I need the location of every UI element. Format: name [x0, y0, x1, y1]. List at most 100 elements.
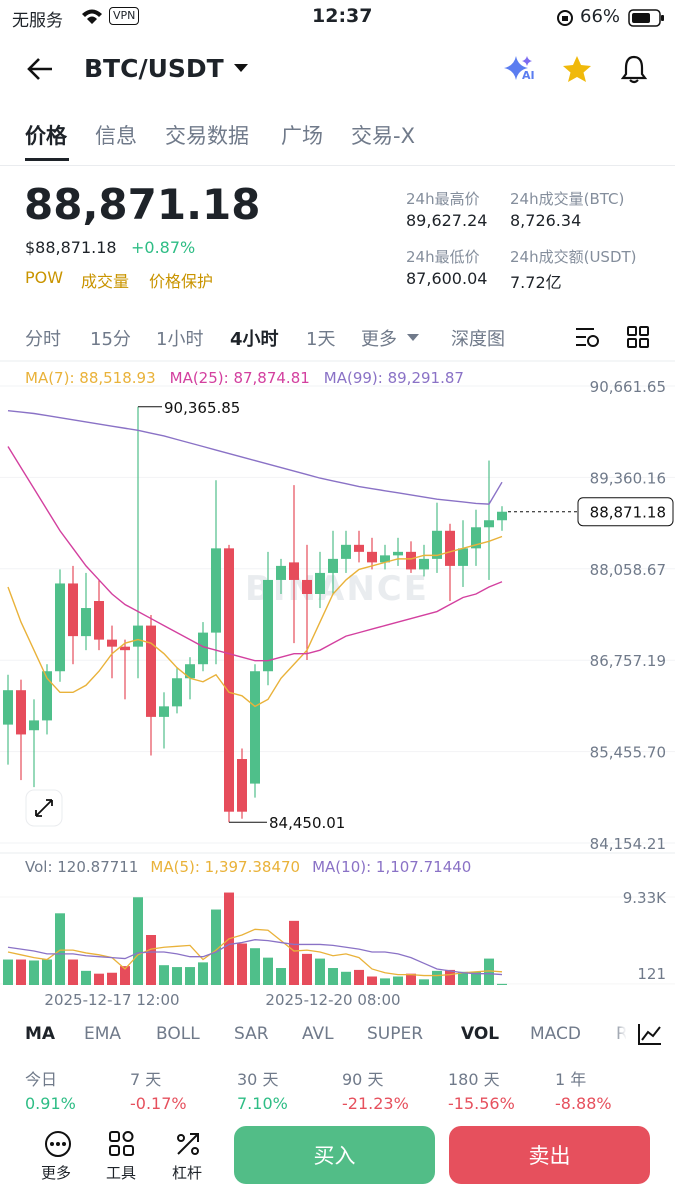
tag[interactable]: 成交量	[81, 272, 130, 291]
volume-bar	[484, 958, 494, 985]
stat-value: 87,600.04	[406, 269, 488, 288]
favorite-button[interactable]	[562, 55, 592, 83]
candle-body	[172, 678, 182, 707]
candle-body	[94, 601, 104, 640]
indicator[interactable]: AVL	[302, 1024, 334, 1044]
candle-body	[380, 555, 390, 563]
interval[interactable]: 15分	[90, 329, 131, 350]
volume-bar	[432, 970, 442, 985]
leverage-label[interactable]: 杠杆	[172, 1164, 203, 1182]
tag[interactable]: 价格保护	[149, 272, 214, 291]
indicator[interactable]: MA	[25, 1024, 56, 1044]
carrier: 无服务	[12, 11, 63, 31]
indicator[interactable]: VOL	[461, 1024, 500, 1044]
candle-body	[133, 625, 143, 647]
volume-bar	[393, 976, 403, 985]
period-label: 180 天	[448, 1070, 500, 1089]
battery-icon	[628, 9, 664, 27]
interval[interactable]: 1小时	[156, 329, 204, 350]
alert-button[interactable]	[620, 54, 648, 84]
volume-bar	[159, 965, 169, 985]
tab[interactable]: 广场	[281, 124, 323, 148]
volume-bar	[302, 953, 312, 985]
settings-icon[interactable]	[574, 325, 602, 351]
stat-value: 7.72亿	[510, 273, 562, 292]
tools-label[interactable]: 工具	[106, 1164, 137, 1182]
tools-icon[interactable]	[108, 1130, 136, 1158]
y-tick-label: 90,661.65	[590, 378, 666, 396]
indicator[interactable]: SUPER	[367, 1024, 424, 1044]
leverage-icon[interactable]	[174, 1130, 202, 1158]
stat-label: 24h最低价	[406, 248, 480, 266]
interval[interactable]: 1天	[306, 329, 336, 350]
volume-bar	[250, 948, 260, 985]
period-change: -8.88%	[555, 1094, 612, 1113]
kline-chart: BINANCE MA(7): 88,518.93 MA(25): 87,874.8…	[0, 360, 675, 1009]
more-icon[interactable]	[44, 1130, 72, 1158]
candle-body	[185, 664, 195, 679]
ma-legend: MA(7): 88,518.93 MA(25): 87,874.81 MA(99):…	[25, 369, 464, 387]
expand-icon	[35, 799, 53, 817]
volume-bar	[120, 966, 130, 985]
interval[interactable]: 深度图	[451, 329, 505, 350]
wifi-icon	[82, 9, 102, 24]
volume-tick-label: 9.33K	[623, 889, 667, 907]
more-label[interactable]: 更多	[41, 1164, 72, 1182]
candle-body	[471, 527, 481, 549]
indicator[interactable]: BOLL	[156, 1024, 200, 1044]
pair-title[interactable]: BTC/USDT	[84, 54, 224, 83]
period-label: 90 天	[342, 1070, 384, 1089]
ai-button[interactable]	[502, 54, 538, 86]
interval[interactable]: 更多	[361, 329, 397, 350]
period-change: 7.10%	[237, 1094, 288, 1113]
high-label: 90,365.85	[164, 399, 240, 417]
y-tick-label: 86,757.19	[590, 652, 666, 670]
volume-bar	[81, 970, 91, 985]
tag[interactable]: POW	[25, 268, 64, 287]
legend-entry: MA(25): 87,874.81	[170, 369, 310, 387]
lock-icon	[557, 10, 573, 26]
battery-level: 66%	[580, 6, 621, 27]
tab[interactable]: 交易-X	[351, 124, 415, 148]
interval[interactable]: 4小时	[230, 329, 279, 350]
candle-body	[328, 558, 338, 573]
indicator[interactable]: EMA	[84, 1024, 122, 1044]
volume-bar	[471, 971, 481, 985]
indicator[interactable]: R	[616, 1024, 626, 1044]
period-change: -21.23%	[342, 1094, 409, 1113]
indicator-icon[interactable]	[637, 1022, 663, 1046]
period-label: 今日	[25, 1070, 58, 1089]
volume-bar	[328, 968, 338, 985]
y-tick-label: 85,455.70	[590, 744, 666, 762]
volume-bar	[172, 967, 182, 985]
layout-icon[interactable]	[626, 325, 650, 349]
volume-ma-line	[7, 939, 503, 976]
ma-line	[7, 446, 503, 662]
buy-button[interactable]: 买入	[234, 1126, 435, 1184]
interval[interactable]: 分时	[25, 329, 61, 350]
tab-indicator	[25, 158, 69, 161]
volume-bar	[185, 967, 195, 985]
back-button[interactable]	[26, 56, 54, 82]
y-tick-label: 88,058.67	[590, 561, 666, 579]
low-label: 84,450.01	[269, 814, 345, 832]
y-tick-label: 84,154.21	[590, 835, 666, 853]
volume-legend: MA(5): 1,397.38470	[150, 858, 300, 876]
indicator[interactable]: MACD	[530, 1024, 581, 1044]
candle-body	[497, 511, 507, 521]
y-tick-label: 89,360.16	[590, 469, 666, 487]
usd-price: $88,871.18	[25, 238, 117, 257]
candle-body	[68, 583, 78, 637]
stat-label: 24h最高价	[406, 190, 480, 208]
indicator[interactable]: SAR	[234, 1024, 269, 1044]
volume-bar	[341, 971, 351, 985]
ai-label: AI	[522, 69, 535, 82]
tab[interactable]: 价格	[25, 124, 67, 148]
pair-caret[interactable]	[232, 62, 250, 74]
sell-button[interactable]: 卖出	[449, 1126, 650, 1184]
tab[interactable]: 信息	[95, 124, 137, 148]
tab[interactable]: 交易数据	[165, 124, 249, 148]
volume-legend: MA(10): 1,107.71440	[312, 858, 471, 876]
last-price: 88,871.18	[24, 180, 261, 229]
candle-body	[224, 548, 234, 812]
